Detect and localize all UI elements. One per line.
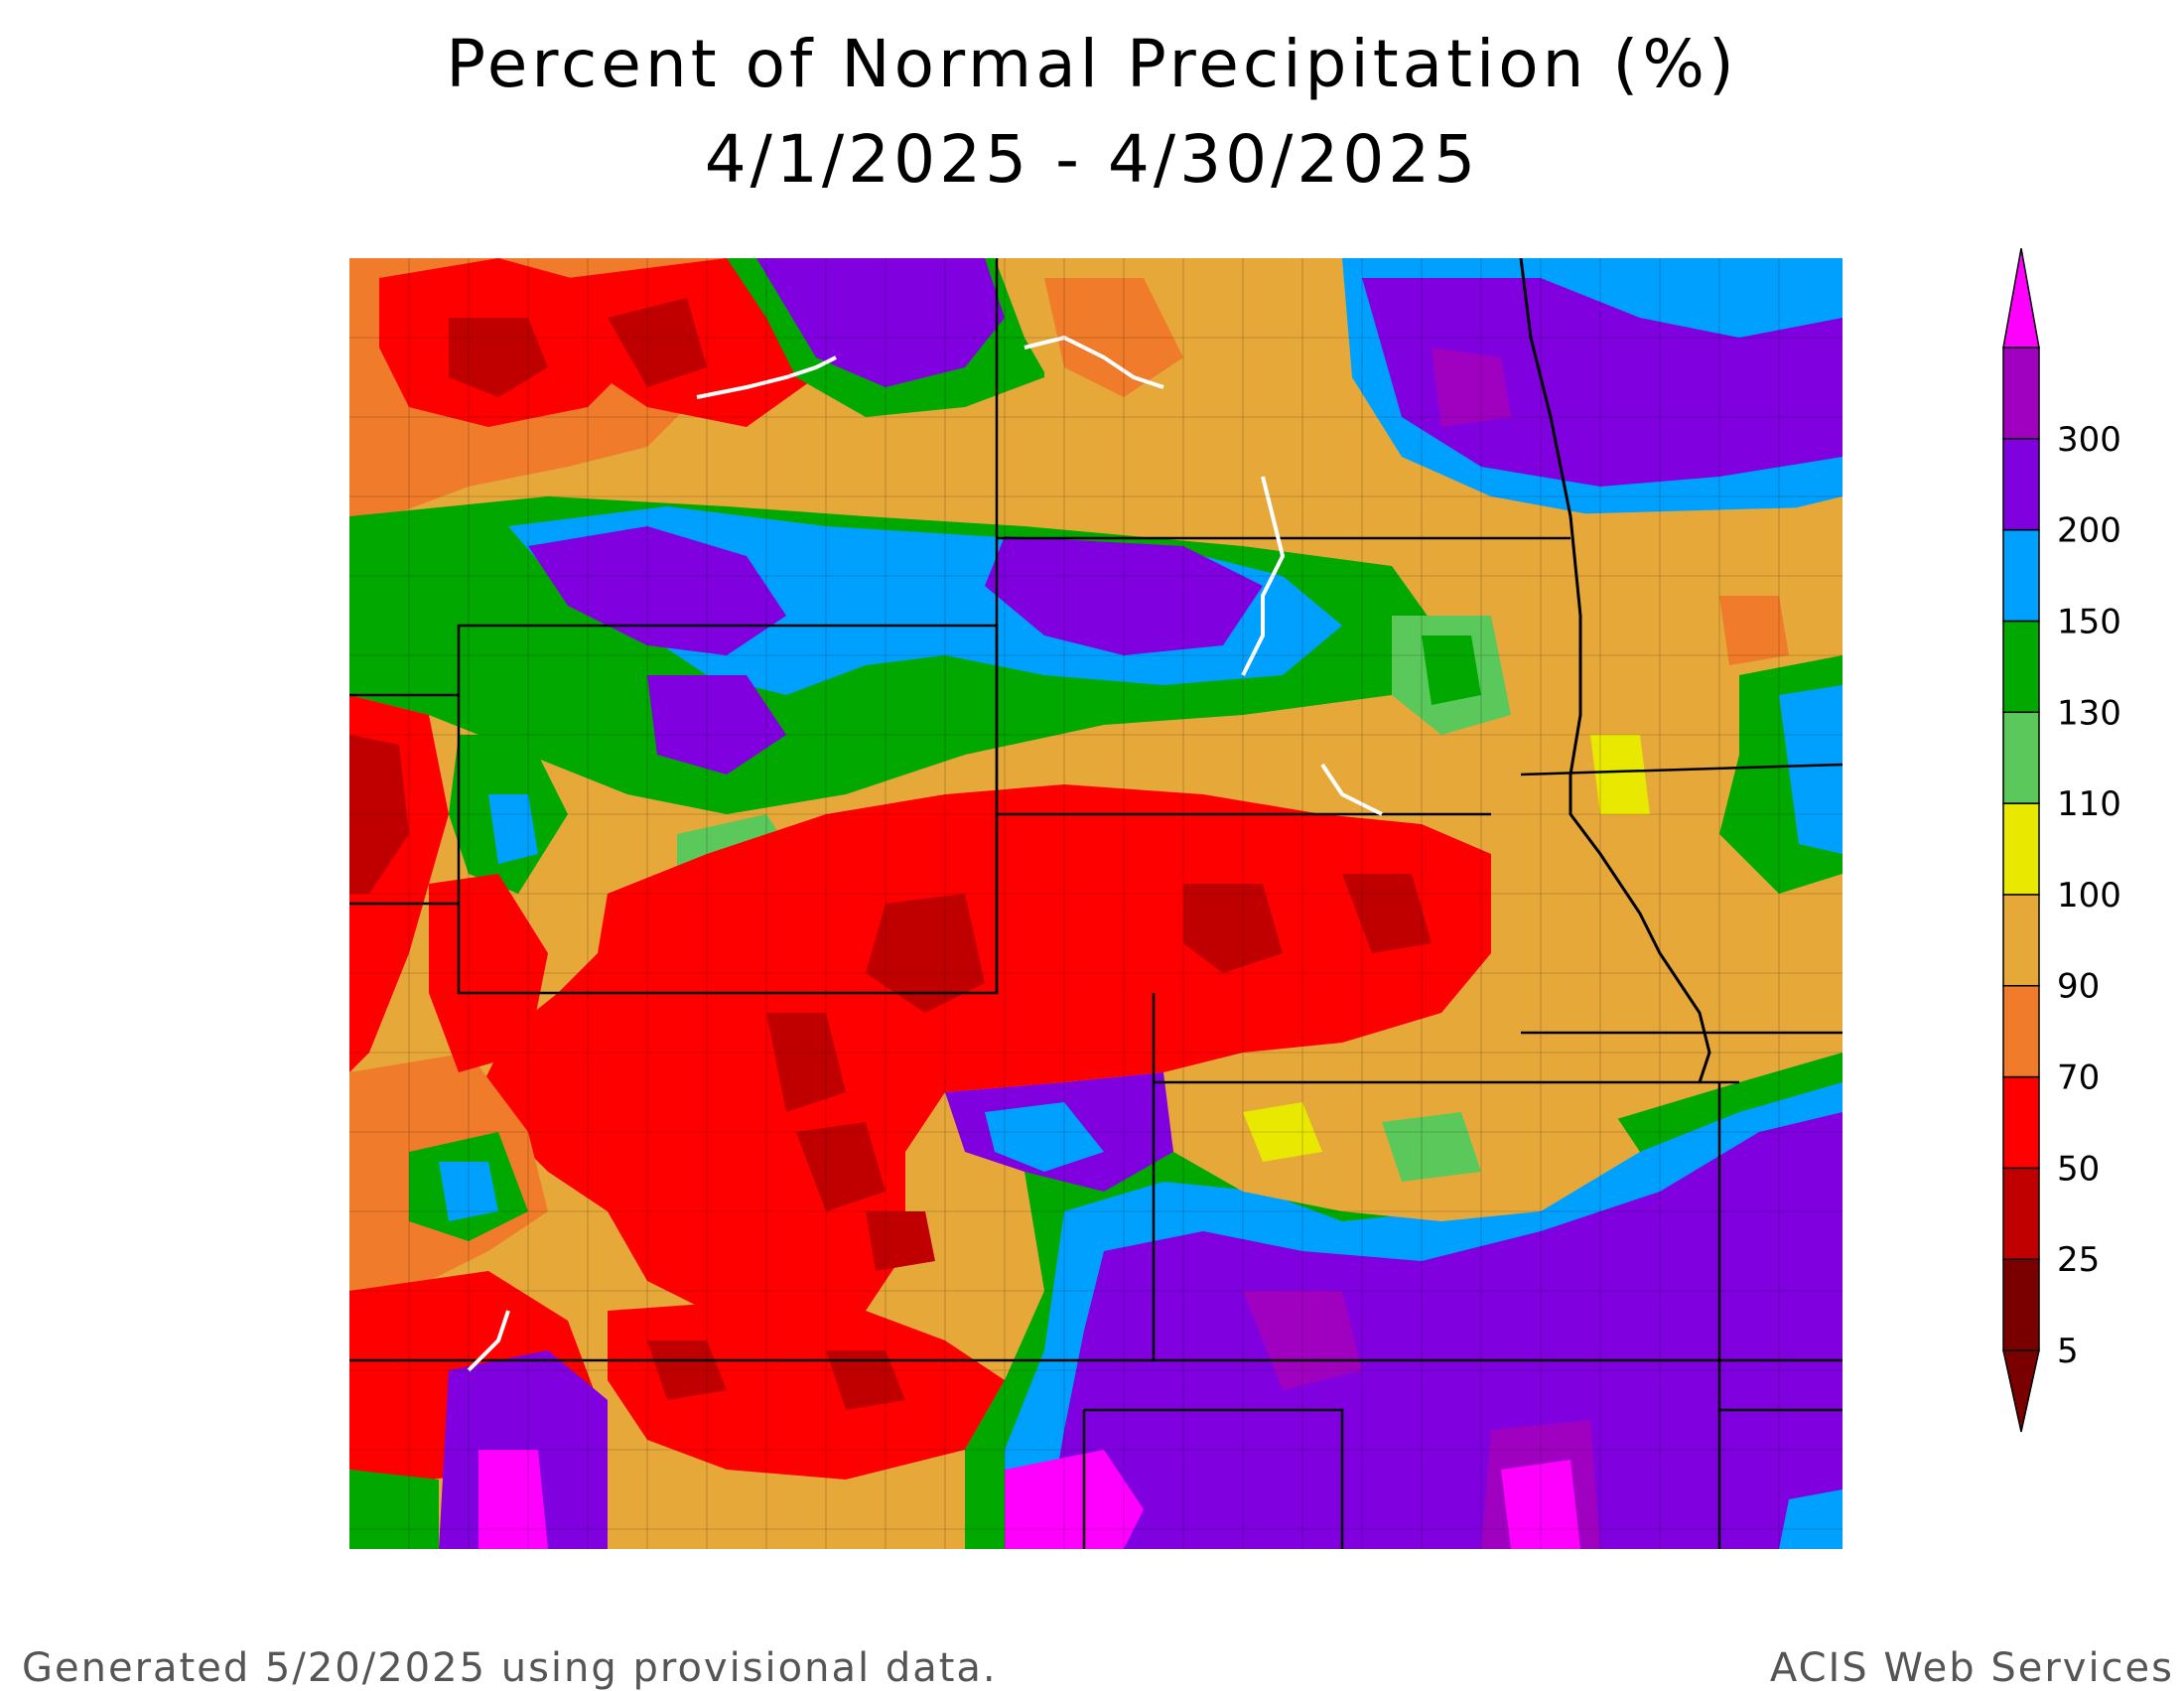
- legend-label: 110: [2057, 784, 2121, 824]
- legend-swatch: [2002, 1167, 2040, 1260]
- legend-label: 200: [2057, 511, 2121, 551]
- legend-arrow-high: [2002, 247, 2040, 349]
- legend-swatch: [2002, 438, 2040, 531]
- state-boundaries: [349, 258, 1843, 1549]
- legend-label: 100: [2057, 876, 2121, 916]
- legend-swatch: [2002, 1258, 2040, 1351]
- legend-swatch: [2002, 620, 2040, 714]
- legend-swatch: [2002, 984, 2040, 1078]
- legend-swatch: [2002, 711, 2040, 804]
- legend-label: 50: [2057, 1149, 2100, 1189]
- footer-generated-note: Generated 5/20/2025 using provisional da…: [22, 1645, 998, 1691]
- legend-swatch: [2002, 802, 2040, 896]
- legend-label: 70: [2057, 1058, 2100, 1098]
- legend-label: 90: [2057, 967, 2100, 1007]
- legend-label: 150: [2057, 602, 2121, 641]
- map-date-range: 4/1/2025 - 4/30/2025: [704, 121, 1480, 198]
- legend-swatch: [2002, 894, 2040, 987]
- map-title: Percent of Normal Precipitation (%): [446, 26, 1738, 102]
- legend-swatch: [2002, 528, 2040, 623]
- rivers: [467, 335, 1383, 1372]
- legend-label: 5: [2057, 1332, 2079, 1371]
- legend-swatch: [2002, 347, 2040, 440]
- legend-swatch: [2002, 1075, 2040, 1170]
- legend-label: 25: [2057, 1240, 2100, 1280]
- precip-field: [349, 258, 1843, 1549]
- legend-label: 300: [2057, 420, 2121, 460]
- footer-source: ACIS Web Services: [1769, 1645, 2174, 1691]
- county-grid: [349, 258, 1843, 1549]
- river-border: [1519, 257, 1711, 1083]
- legend-arrow-low: [2002, 1349, 2040, 1433]
- precipitation-map: [349, 257, 1843, 1549]
- legend-label: 130: [2057, 693, 2121, 733]
- color-legend: 5 25 50 70 90 100 110 130 150 200 300: [1985, 247, 2184, 1460]
